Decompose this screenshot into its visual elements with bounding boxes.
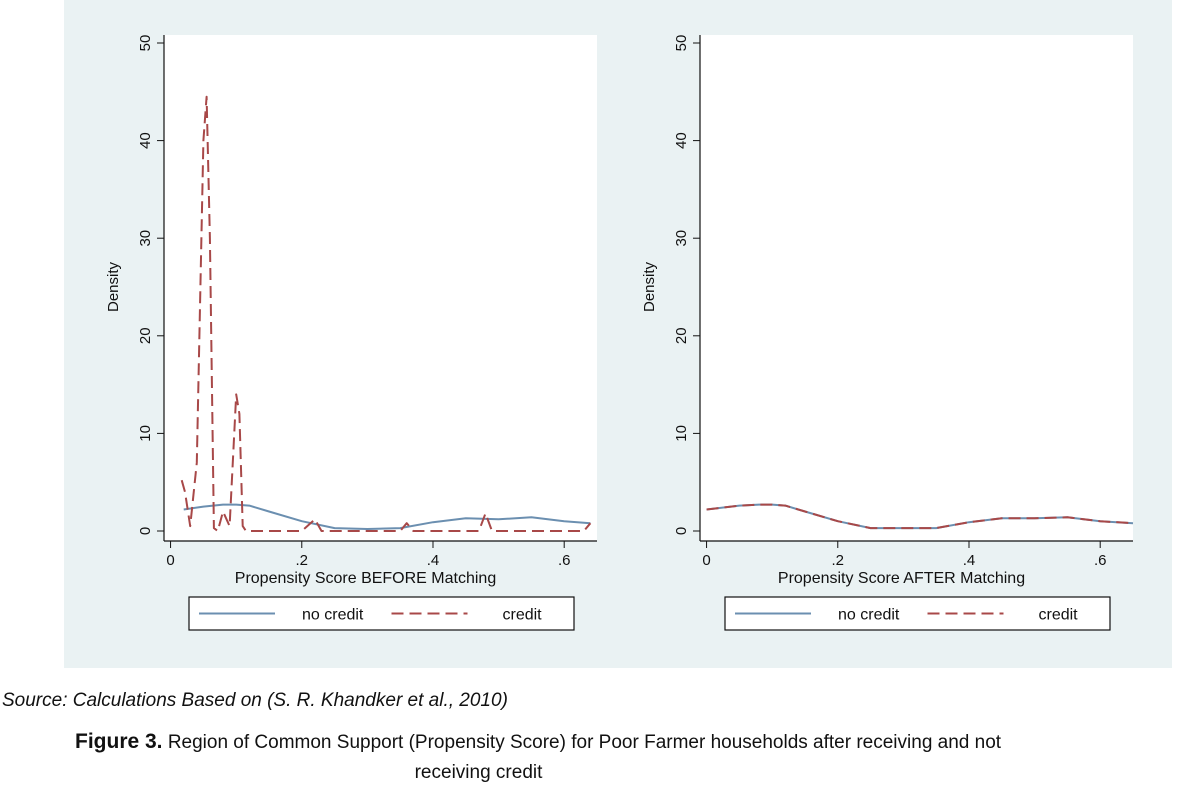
legend-label: no credit: [302, 607, 364, 624]
y-tick-label: 40: [137, 132, 154, 149]
y-tick-label: 40: [673, 132, 690, 149]
y-axis-label: Density: [105, 261, 122, 312]
x-tick-label: .6: [1094, 552, 1107, 569]
x-tick-label: .2: [832, 552, 845, 569]
source-caption: Source: Calculations Based on (S. R. Kha…: [2, 690, 508, 711]
y-tick-label: 0: [673, 527, 690, 535]
x-tick-label: 0: [166, 552, 174, 569]
y-tick-label: 50: [137, 35, 154, 52]
figure-caption: Figure 3. Region of Common Support (Prop…: [75, 727, 1182, 788]
legend-box: [188, 596, 575, 631]
x-axis-label: Propensity Score BEFORE Matching: [235, 570, 496, 587]
x-tick-label: .2: [296, 552, 309, 569]
figure-caption-text-line1: Region of Common Support (Propensity Sco…: [167, 732, 1002, 753]
figure-caption-text-line2: receiving credit: [414, 762, 543, 783]
legend-label: credit: [1039, 607, 1079, 624]
y-tick-label: 30: [673, 230, 690, 247]
y-tick-label: 0: [137, 527, 154, 535]
series-line-credit: [180, 95, 592, 532]
x-tick-label: .6: [558, 552, 571, 569]
legend-label: no credit: [838, 607, 900, 624]
plot-area: [700, 35, 1133, 541]
x-tick-label: 0: [702, 552, 710, 569]
y-tick-label: 20: [137, 327, 154, 344]
chart-after-matching: 0 10 20 30 40 50 0 .2 .4 .6 Propensity Score AFTER…: [641, 35, 1134, 631]
legend-label: credit: [503, 607, 543, 624]
y-tick-label: 30: [137, 230, 154, 247]
y-tick-label: 10: [137, 425, 154, 442]
y-tick-label: 20: [673, 327, 690, 344]
y-tick-label: 10: [673, 425, 690, 442]
x-tick-label: .4: [963, 552, 976, 569]
y-axis-label: Density: [641, 261, 658, 312]
x-axis-label: Propensity Score AFTER Matching: [778, 570, 1025, 587]
x-tick-label: .4: [427, 552, 440, 569]
plot-area: [164, 35, 597, 541]
chart-before-matching: 0 10 20 30 40 50 0 .2 .4 .6 Propensity Score BEFOR…: [105, 35, 597, 631]
series-line-credit: [706, 503, 1134, 530]
series-line-no-credit: [183, 503, 591, 530]
figure-caption-label: Figure 3.: [75, 730, 163, 753]
y-tick-label: 50: [673, 35, 690, 52]
